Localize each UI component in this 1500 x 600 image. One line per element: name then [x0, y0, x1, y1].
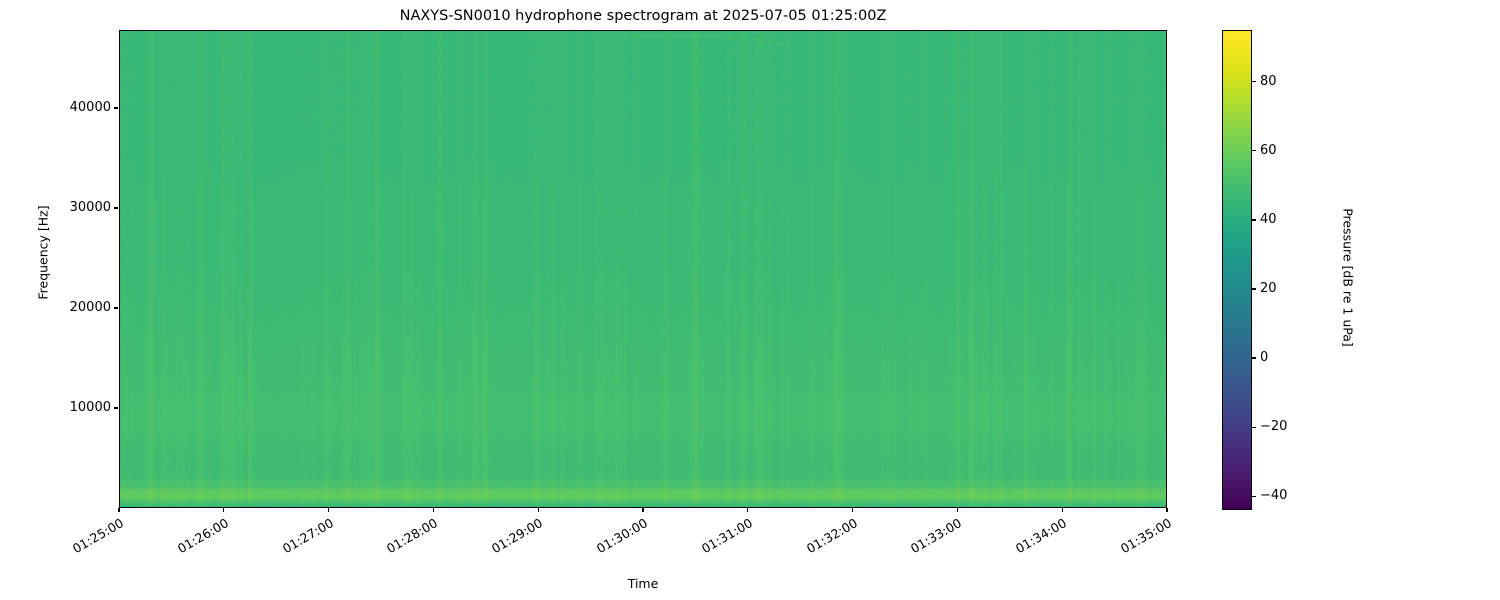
- colorbar-tick-label: −20: [1260, 419, 1288, 435]
- x-tick-mark: [956, 508, 958, 512]
- x-tick-mark: [432, 508, 434, 512]
- x-tick-label: 01:29:00: [489, 515, 546, 557]
- x-tick-mark: [223, 508, 225, 512]
- x-tick-label: 01:33:00: [908, 515, 965, 557]
- spectrogram-image: [120, 31, 1166, 507]
- x-tick-mark: [1166, 508, 1168, 512]
- x-axis-label: Time: [627, 576, 659, 591]
- x-tick-label: 01:27:00: [279, 515, 336, 557]
- x-tick-label: 01:25:00: [69, 515, 126, 557]
- x-tick-mark: [537, 508, 539, 512]
- x-tick-mark: [328, 508, 330, 512]
- y-tick-label: 40000: [69, 100, 111, 115]
- x-tick-mark: [747, 508, 749, 512]
- colorbar-tick-mark: [1252, 219, 1256, 221]
- x-tick-label: 01:28:00: [384, 515, 441, 557]
- colorbar-tick-mark: [1252, 288, 1256, 290]
- page-title: NAXYS-SN0010 hydrophone spectrogram at 2…: [399, 8, 887, 24]
- colorbar-tick-label: 0: [1260, 350, 1269, 366]
- colorbar-label: Pressure [dB re 1 uPa]: [1340, 208, 1356, 347]
- y-tick-mark: [114, 107, 118, 109]
- colorbar-tick-label: 80: [1260, 73, 1277, 89]
- spectrogram-plot-area[interactable]: [119, 30, 1167, 508]
- colorbar-tick-label: 40: [1260, 211, 1277, 227]
- colorbar-tick-label: −40: [1260, 488, 1288, 504]
- x-tick-label: 01:32:00: [803, 515, 860, 557]
- colorbar-tick-label: 60: [1260, 142, 1277, 158]
- colorbar-tick-mark: [1252, 495, 1256, 497]
- x-tick-label: 01:26:00: [174, 515, 231, 557]
- y-tick-mark: [114, 407, 118, 409]
- y-tick-mark: [114, 307, 118, 309]
- x-tick-label: 01:35:00: [1117, 515, 1174, 557]
- y-axis-label: Frequency [Hz]: [35, 205, 51, 300]
- colorbar-tick-mark: [1252, 426, 1256, 428]
- y-tick-mark: [114, 207, 118, 209]
- x-tick-label: 01:30:00: [593, 515, 650, 557]
- colorbar-tick-mark: [1252, 81, 1256, 83]
- y-tick-label: 30000: [69, 200, 111, 215]
- colorbar-tick-label: 20: [1260, 280, 1277, 296]
- x-tick-mark: [852, 508, 854, 512]
- colorbar-gradient: [1223, 31, 1251, 509]
- colorbar-tick-mark: [1252, 357, 1256, 359]
- colorbar[interactable]: [1222, 30, 1252, 510]
- x-tick-label: 01:34:00: [1013, 515, 1070, 557]
- x-tick-mark: [642, 508, 644, 512]
- y-tick-label: 10000: [69, 400, 111, 415]
- x-tick-mark: [1061, 508, 1063, 512]
- colorbar-tick-mark: [1252, 150, 1256, 152]
- x-tick-mark: [118, 508, 120, 512]
- y-tick-label: 20000: [69, 300, 111, 315]
- x-tick-label: 01:31:00: [698, 515, 755, 557]
